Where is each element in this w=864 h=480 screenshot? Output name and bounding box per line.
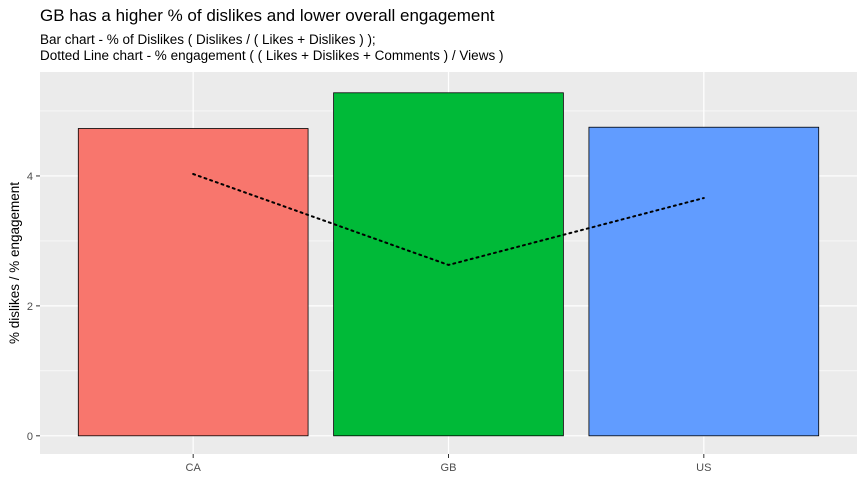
y-axis: 0 2 4 xyxy=(27,171,40,443)
bar-ca xyxy=(77,128,309,437)
y-tick-label: 4 xyxy=(27,171,33,183)
x-tick-label-us: US xyxy=(696,462,711,474)
engagement-line-path xyxy=(192,172,705,266)
chart-subtitle-line-1: Bar chart - % of Dislikes ( Dislikes / (… xyxy=(40,32,376,47)
y-axis-label: % dislikes / % engagement xyxy=(7,182,22,344)
x-tick-label-ca: CA xyxy=(186,462,202,474)
bar-us xyxy=(588,126,820,437)
chart-subtitle-line-2: Dotted Line chart - % engagement ( ( Lik… xyxy=(40,48,504,63)
x-tick-label-gb: GB xyxy=(441,462,457,474)
y-tick-label: 2 xyxy=(27,301,33,313)
engagement-line xyxy=(192,172,705,266)
chart-title: GB has a higher % of dislikes and lower … xyxy=(40,6,495,25)
x-axis: CA GB US xyxy=(186,454,711,474)
y-tick-label: 0 xyxy=(27,431,33,443)
